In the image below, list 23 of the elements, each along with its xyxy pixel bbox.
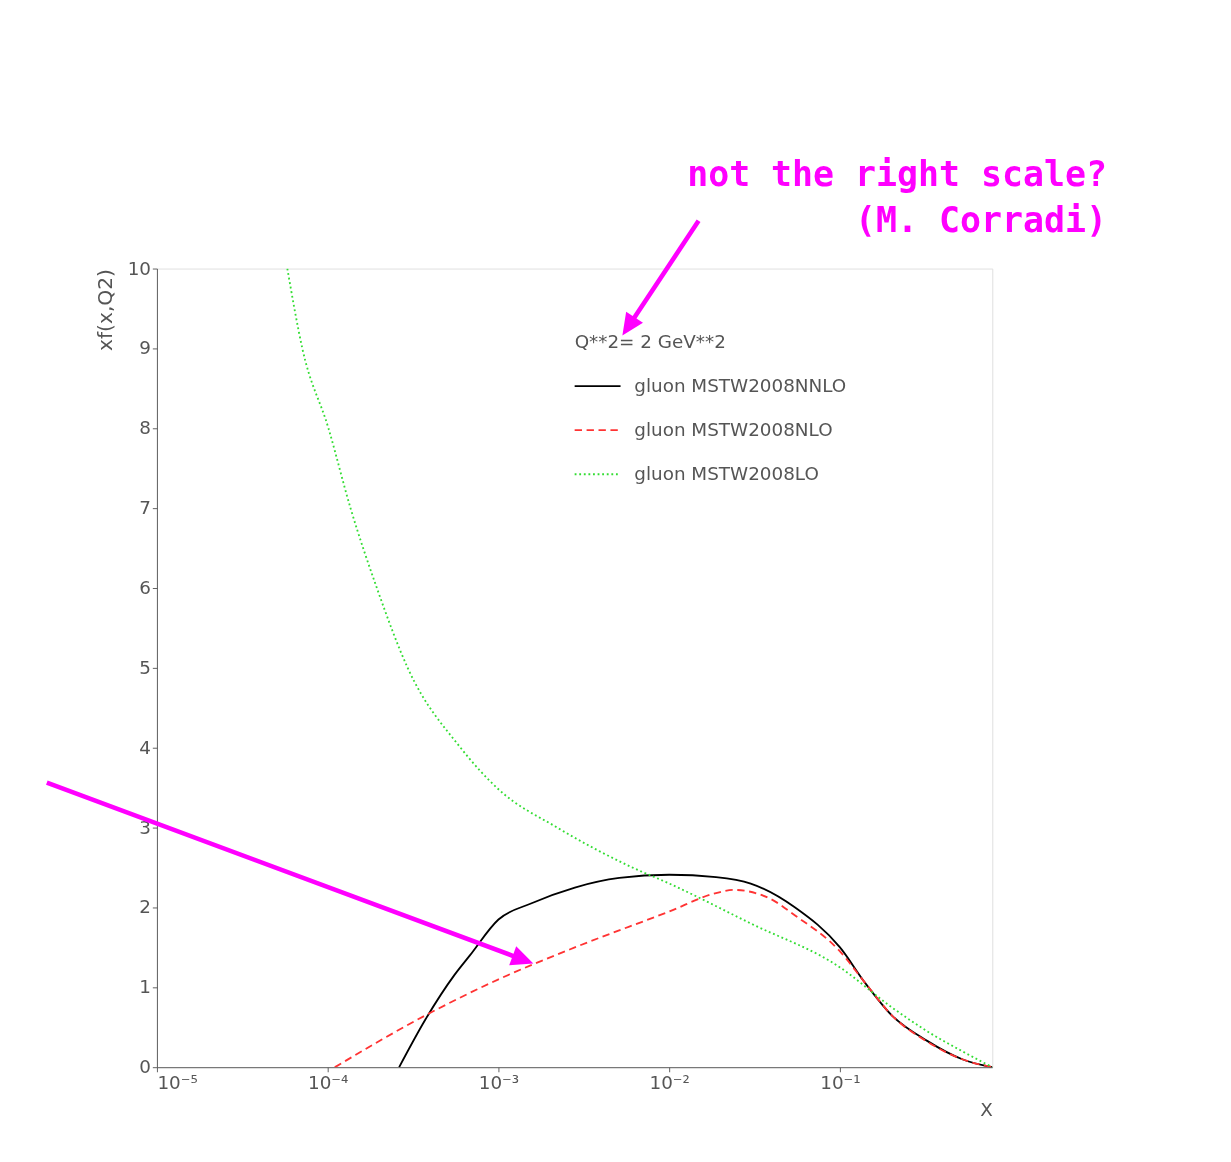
legend-label: gluon MSTW2008LO xyxy=(634,462,819,484)
x-tick-label: 10⁻⁴ xyxy=(307,1071,349,1093)
x-axis-title: X xyxy=(980,1099,993,1121)
y-axis-title: xf(x,Q2) xyxy=(93,269,118,351)
y-tick-label: 0 xyxy=(139,1056,152,1078)
y-tick-label: 6 xyxy=(139,577,152,599)
text: not the right scale? (M. Corradi) xyxy=(687,153,1108,240)
legend-label: gluon MSTW2008NLO xyxy=(634,418,833,440)
y-tick-label: 7 xyxy=(139,497,152,519)
x-tick-label: 10⁻³ xyxy=(478,1071,520,1093)
y-tick-label: 10 xyxy=(127,257,152,279)
x-tick-label: 10⁻¹ xyxy=(820,1071,861,1093)
y-tick-label: 3 xyxy=(139,816,152,838)
y-tick-label: 9 xyxy=(139,337,152,359)
y-tick-label: 4 xyxy=(139,736,152,758)
legend-title: Q**2= 2 GeV**2 xyxy=(574,330,726,352)
legend-label: gluon MSTW2008NNLO xyxy=(634,374,847,396)
y-tick-label: 5 xyxy=(139,656,152,678)
x-tick-label: 10⁻² xyxy=(649,1071,690,1093)
y-tick-label: 8 xyxy=(139,417,152,439)
y-tick-label: 2 xyxy=(139,896,152,918)
y-tick-label: 1 xyxy=(139,976,152,998)
x-tick-label: 10⁻⁵ xyxy=(157,1071,198,1093)
